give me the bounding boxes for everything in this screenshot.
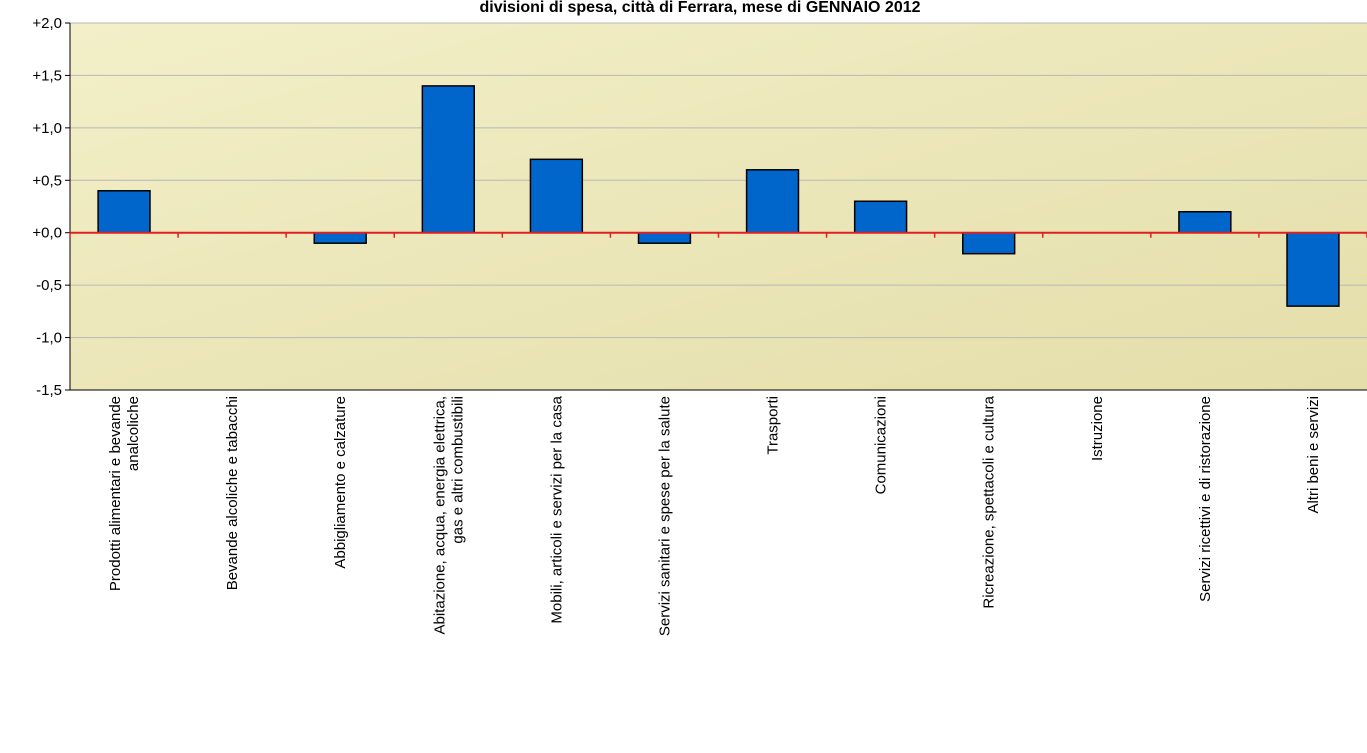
y-tick-label: -0,5 [36,277,62,294]
chart-title: divisioni di spesa, città di Ferrara, me… [479,0,920,16]
plot-area [70,23,1367,390]
x-category-label: Trasporti [765,396,782,455]
bar [421,85,475,234]
x-category-label: Istruzione [1089,396,1106,461]
bar [745,169,800,234]
bar [313,231,367,244]
x-category-label: Mobili, articoli e servizi per la casa [548,395,565,623]
bar [637,231,692,244]
y-tick-label: +0,5 [32,172,62,189]
x-category-label: Bevande alcoliche e tabacchi [224,396,241,590]
y-tick-label: +1,5 [32,67,62,84]
bar [853,200,908,234]
x-category-label: Abbigliamento e calzature [332,396,349,569]
bar [97,190,151,234]
y-tick-label: +0,0 [32,225,62,242]
bar [529,158,584,234]
x-category-label: Servizi ricettivi e di ristorazione [1197,396,1214,602]
axes [69,23,1367,391]
x-category-label: Abitazione, acqua, energia elettrica, [431,396,448,634]
bar [1178,210,1232,234]
x-category-label: Servizi sanitari e spese per la salute [656,396,673,636]
x-category-label: analcoliche [125,396,142,471]
x-category-label: Prodotti alimentari e bevande [107,396,124,591]
bars [97,85,1340,307]
x-category-label: Comunicazioni [873,396,890,494]
x-category-label: gas e altri combustibili [449,396,466,544]
bar [962,231,1016,255]
x-category-labels: Prodotti alimentari e bevande analcoliche… [107,395,1322,636]
x-category-label: Ricreazione, spettacoli e cultura [981,395,998,608]
y-tick-label: +1,0 [32,120,62,137]
y-tick-label: -1,5 [36,382,62,399]
bar [1286,231,1340,307]
y-tick-label: -1,0 [36,330,62,347]
y-tick-label: +2,0 [32,15,62,32]
y-tick-labels: +2,0 +1,5 +1,0 +0,5 +0,0 -0,5 -1,0 -1,5 [32,15,62,399]
x-category-label: Altri beni e servizi [1305,396,1322,514]
